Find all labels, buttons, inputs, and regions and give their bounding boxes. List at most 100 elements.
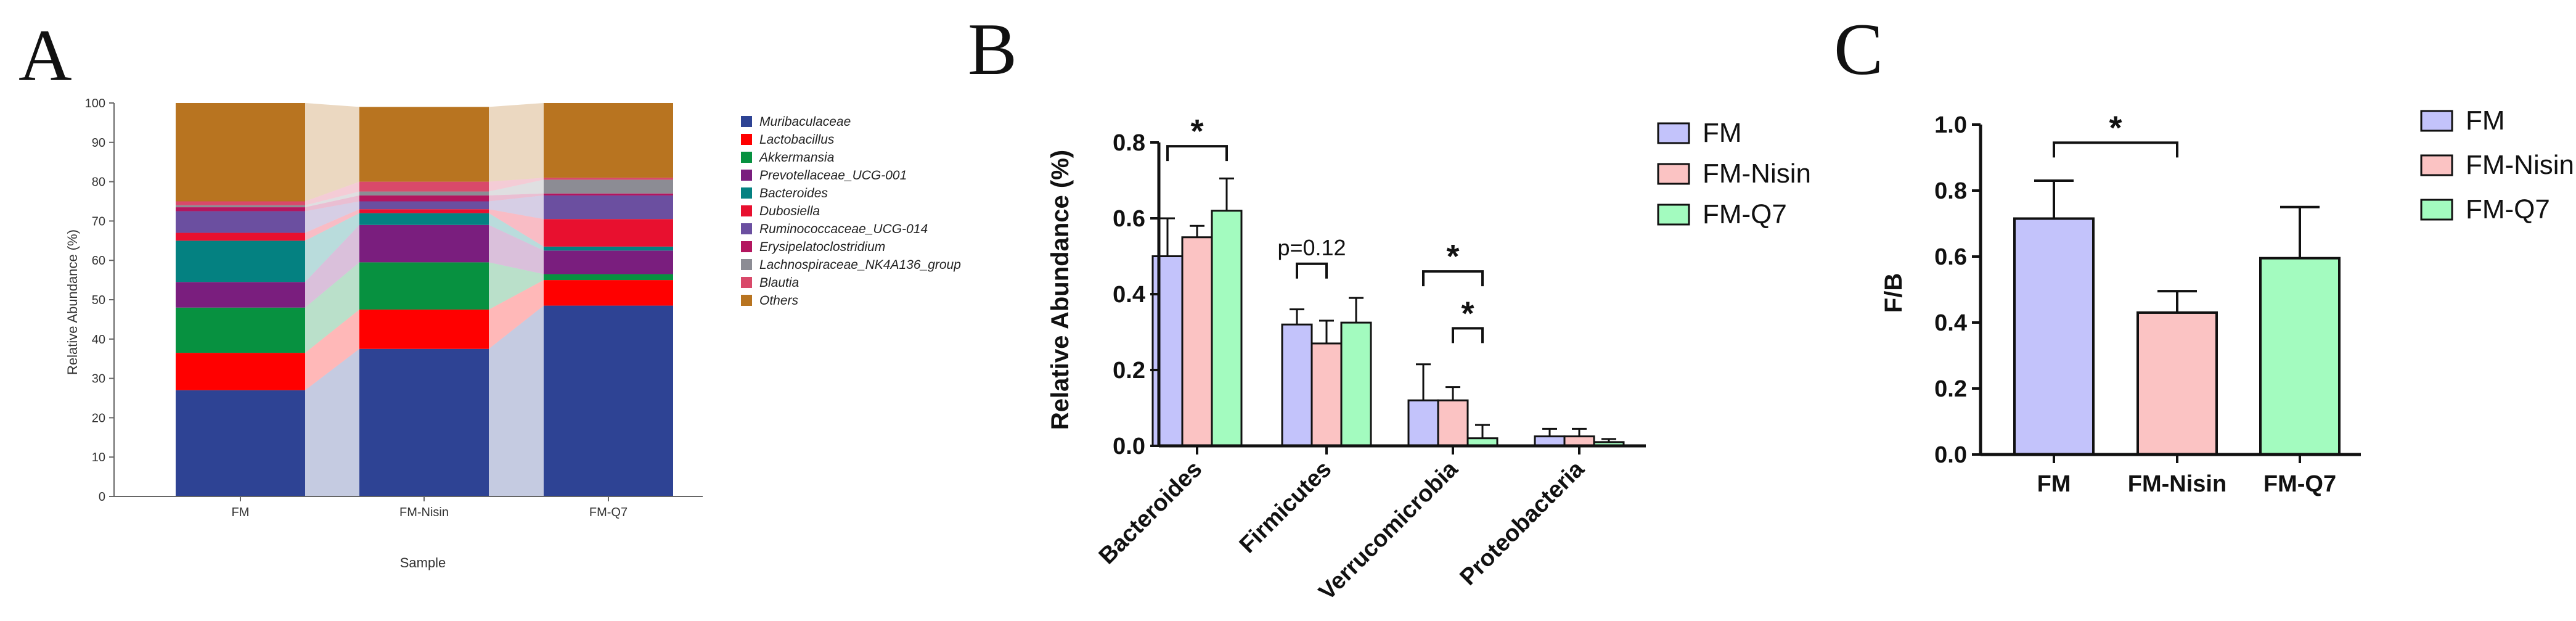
x-tick-label: FM	[2037, 471, 2071, 497]
bar-segment-fm-nisin-muribaculaceae	[359, 348, 489, 496]
bar-bacteroides-fm-nisin	[1181, 236, 1213, 447]
bar-segment-fm-q7-bacteroides	[544, 246, 673, 251]
y-tick-label: 90	[92, 136, 105, 150]
bar-bacteroides-fm	[1151, 255, 1184, 447]
chart-b-bars	[1151, 177, 1625, 447]
significance-star: *	[1446, 238, 1459, 275]
bar-segment-fm-akkermansia	[176, 307, 305, 353]
legend-swatch-fm	[1657, 122, 1690, 144]
bar-segment-fm-nisin-erysipelatoclostridium	[359, 195, 489, 202]
flow-prevotellaceae-ucg-001	[489, 224, 544, 274]
flow-blautia	[305, 181, 359, 205]
y-tick-label: 60	[92, 254, 105, 268]
flow-dubosiella	[489, 209, 544, 247]
flow-bacteroides	[489, 213, 544, 251]
x-tick-label: Verrucomicrobia	[1314, 456, 1463, 605]
flow-erysipelatoclostridium	[489, 193, 544, 202]
x-tick-label: FM-Q7	[2263, 471, 2336, 497]
flow-blautia	[489, 178, 544, 192]
legend-swatch-ruminococcaceae-ucg-014	[741, 223, 752, 234]
significance-bracket	[1296, 262, 1328, 279]
legend-swatch-fm-nisin	[1657, 163, 1690, 185]
flow-prevotellaceae-ucg-001	[305, 224, 359, 308]
chart-b: 0.0 0.2 0.4 0.6 0.8 Bacteroides FirmicutesVerr…	[1047, 113, 1811, 605]
legend-label-fm-nisin: FM-Nisin	[2466, 150, 2574, 180]
flow-lactobacillus	[305, 309, 359, 390]
panel-label-a: A	[18, 14, 72, 96]
bar-segment-fm-dubosiella	[176, 232, 305, 241]
chart-a: 0 10 20 30 40 50 60 70 80 90 100 FM FM-Nisin FM-Q7 Sa…	[65, 97, 961, 570]
legend-label-fm-q7: FM-Q7	[1703, 199, 1787, 229]
bar-segment-fm-q7-prevotellaceae-ucg-001	[544, 250, 673, 274]
panel-label-b: B	[968, 8, 1017, 90]
bar-segment-fm-nisin-bacteroides	[359, 213, 489, 225]
x-tick-label: FM	[232, 506, 250, 519]
legend-swatch-fm-nisin	[2420, 154, 2453, 176]
legend-swatch-erysipelatoclostridium	[741, 241, 752, 252]
significance-star: *	[2109, 109, 2122, 146]
bar-firmicutes-fm-nisin	[1310, 342, 1343, 447]
flow-lachnospiraceae-nk4a136-group	[305, 191, 359, 208]
flow-ruminococcaceae-ucg-014	[489, 195, 544, 220]
legend-label-fm-q7: FM-Q7	[2466, 194, 2550, 224]
bar-fm-q7	[2259, 257, 2341, 456]
y-tick-label: 30	[92, 372, 105, 386]
y-tick-label: 0.4	[1113, 282, 1145, 308]
chart-a-legend: Muribaculaceae Lactobacillus Akkermansia Pr…	[741, 115, 961, 308]
legend-swatch-dubosiella	[741, 205, 752, 216]
y-tick-label: 0.8	[1113, 130, 1145, 156]
bar-verrucomicrobia-fm	[1407, 399, 1439, 447]
significance-star: *	[1190, 113, 1203, 150]
flow-akkermansia	[489, 262, 544, 310]
panel-label-c: C	[1834, 8, 1883, 90]
bar-segment-fm-others	[176, 103, 305, 202]
flow-muribaculaceae	[305, 348, 359, 496]
bar-segment-fm-q7-others	[544, 103, 673, 178]
x-tick-label: Bacteroides	[1094, 456, 1208, 570]
y-tick-label: 0.2	[1113, 358, 1145, 384]
legend-swatch-muribaculaceae	[741, 116, 752, 127]
significance-bracket	[1452, 327, 1484, 343]
legend-label-bacteroides: Bacteroides	[759, 186, 828, 200]
x-tick-label: FM-Nisin	[2128, 471, 2226, 497]
chart-c-annotations: *	[2053, 109, 2178, 158]
legend-swatch-fm	[2420, 110, 2453, 132]
bar-segment-fm-prevotellaceae-ucg-001	[176, 282, 305, 308]
significance-bracket	[1422, 270, 1484, 287]
chart-a-xlabel: Sample	[400, 555, 446, 570]
chart-c-ylabel: F/B	[1880, 273, 1907, 313]
flow-others	[489, 103, 544, 182]
legend-swatch-prevotellaceae-ucg-001	[741, 170, 752, 181]
bar-segment-fm-q7-ruminococcaceae-ucg-014	[544, 195, 673, 220]
legend-label-others: Others	[759, 294, 799, 308]
bar-segment-fm-lachnospiraceae-nk4a136-group	[176, 205, 305, 208]
legend-swatch-fm-q7	[1657, 204, 1690, 226]
y-tick-label: 50	[92, 294, 105, 307]
flow-ruminococcaceae-ucg-014	[305, 201, 359, 233]
y-tick-label: 40	[92, 333, 105, 347]
legend-label-erysipelatoclostridium: Erysipelatoclostridium	[759, 240, 885, 254]
bar-segment-fm-nisin-lachnospiraceae-nk4a136-group	[359, 191, 489, 195]
y-tick-label: 0.2	[1934, 376, 1967, 402]
y-tick-label: 0.4	[1934, 310, 1967, 336]
x-tick-label: Proteobacteria	[1455, 456, 1590, 590]
bar-verrucomicrobia-fm-nisin	[1437, 399, 1469, 447]
y-tick-label: 0.6	[1934, 244, 1967, 270]
bar-segment-fm-nisin-others	[359, 107, 489, 182]
x-tick-label: Firmicutes	[1235, 456, 1337, 559]
legend-label-fm: FM	[2466, 105, 2505, 136]
legend-label-fm-nisin: FM-Nisin	[1703, 158, 1811, 189]
legend-swatch-lactobacillus	[741, 134, 752, 145]
y-tick-label: 1.0	[1934, 112, 1967, 138]
flow-dubosiella	[305, 209, 359, 241]
bar-segment-fm-nisin-ruminococcaceae-ucg-014	[359, 201, 489, 210]
legend-label-prevotellaceae-ucg-001: Prevotellaceae_UCG-001	[759, 168, 907, 183]
y-tick-label: 0.6	[1113, 206, 1145, 232]
flow-akkermansia	[305, 262, 359, 353]
p-value-label: p=0.12	[1277, 235, 1346, 260]
legend-swatch-akkermansia	[741, 152, 752, 163]
chart-c-legend: FM FM-Nisin FM-Q7	[2420, 105, 2574, 224]
significance-bracket	[1166, 145, 1228, 162]
bar-segment-fm-blautia	[176, 201, 305, 205]
bar-firmicutes-fm-q7	[1340, 321, 1372, 447]
